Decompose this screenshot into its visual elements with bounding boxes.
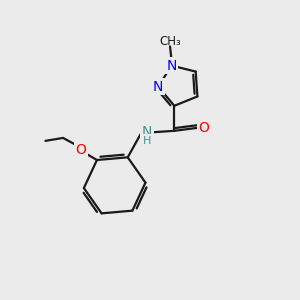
Text: N: N (166, 58, 177, 73)
Text: O: O (198, 121, 209, 135)
Text: CH₃: CH₃ (159, 35, 181, 48)
Text: H: H (143, 136, 151, 146)
Text: N: N (153, 80, 164, 94)
Text: N: N (142, 125, 152, 139)
Text: O: O (75, 143, 86, 157)
